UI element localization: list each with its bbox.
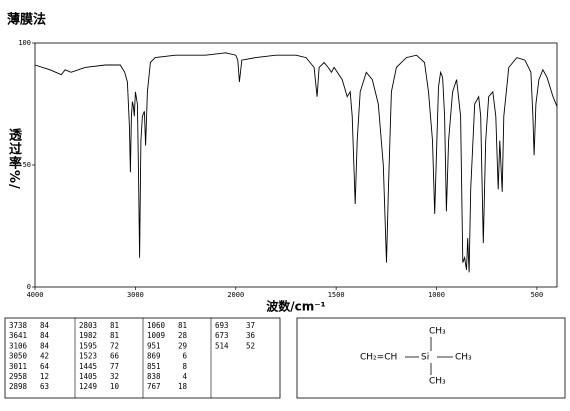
peak-wavenumber: 838 [147, 372, 161, 381]
peak-wavenumber: 767 [147, 382, 161, 391]
peak-wavenumber: 1060 [147, 321, 166, 330]
peak-transmittance: 32 [110, 372, 119, 381]
peak-wavenumber: 1405 [79, 372, 97, 381]
peak-transmittance: 6 [182, 352, 187, 361]
peak-wavenumber: 851 [147, 362, 161, 371]
structure-label: CH₃ [455, 353, 472, 363]
peak-transmittance: 28 [178, 331, 188, 340]
peak-wavenumber: 693 [215, 321, 229, 330]
peak-wavenumber: 1523 [79, 352, 97, 361]
peak-wavenumber: 3050 [9, 352, 28, 361]
peak-wavenumber: 3106 [9, 341, 28, 350]
peak-transmittance: 84 [40, 321, 50, 330]
y-tick-label: 0 [27, 283, 31, 291]
peak-wavenumber: 869 [147, 352, 161, 361]
peak-transmittance: 64 [40, 362, 50, 371]
structure-label: CH₃ [429, 327, 446, 337]
peak-transmittance: 36 [246, 331, 256, 340]
peak-transmittance: 37 [246, 321, 255, 330]
x-tick-label: 2000 [227, 291, 244, 299]
structure: CH₂=CH Si CH₃ CH₃ CH₃ [360, 327, 472, 387]
peak-table-frame [4, 317, 281, 399]
peak-wavenumber: 673 [215, 331, 229, 340]
peak-transmittance: 84 [40, 341, 50, 350]
peak-transmittance: 12 [40, 372, 49, 381]
structure-label: CH₃ [429, 377, 446, 387]
peak-transmittance: 18 [178, 382, 188, 391]
peak-transmittance: 52 [246, 341, 255, 350]
peak-transmittance: 29 [178, 341, 187, 350]
peak-wavenumber: 3738 [9, 321, 28, 330]
peak-wavenumber: 1982 [79, 331, 97, 340]
peak-transmittance: 84 [40, 331, 50, 340]
peak-transmittance: 81 [178, 321, 187, 330]
peak-transmittance: 8 [182, 362, 187, 371]
peak-transmittance: 81 [110, 331, 119, 340]
spectrum-line [34, 52, 558, 273]
structure-label: CH₂=CH [360, 353, 397, 363]
x-tick-label: 500 [531, 291, 544, 299]
peak-wavenumber: 1445 [79, 362, 97, 371]
x-tick-label: 1500 [328, 291, 345, 299]
peak-wavenumber: 1595 [79, 341, 97, 350]
y-tick-label: 50 [23, 161, 31, 169]
peak-wavenumber: 3641 [9, 331, 27, 340]
peak-transmittance: 72 [110, 341, 119, 350]
peak-wavenumber: 514 [215, 341, 229, 350]
plot-frame [34, 42, 558, 288]
structure-frame [296, 317, 566, 399]
peak-transmittance: 42 [40, 352, 49, 361]
chart-title: 薄膜法 [7, 12, 46, 28]
peak-wavenumber: 951 [147, 341, 161, 350]
peak-wavenumber: 2803 [79, 321, 97, 330]
peak-transmittance: 63 [40, 382, 49, 391]
peak-wavenumber: 1249 [79, 382, 97, 391]
y-tick-label: 100 [18, 39, 31, 47]
y-axis-label: 透过率%/ [6, 128, 21, 190]
peak-transmittance: 66 [110, 352, 120, 361]
peak-transmittance: 77 [110, 362, 119, 371]
peak-transmittance: 81 [110, 321, 119, 330]
structure-label: Si [421, 353, 429, 363]
peak-wavenumber: 3011 [9, 362, 27, 371]
peak-transmittance: 4 [182, 372, 187, 381]
peak-transmittance: 10 [110, 382, 120, 391]
peak-wavenumber: 2898 [9, 382, 28, 391]
x-tick-label: 1000 [428, 291, 445, 299]
x-tick-label: 4000 [27, 291, 44, 299]
peak-wavenumber: 1009 [147, 331, 165, 340]
peak-wavenumber: 2958 [9, 372, 28, 381]
x-axis-label: 波数/cm⁻¹ [266, 299, 326, 314]
x-tick-label: 3000 [127, 291, 144, 299]
